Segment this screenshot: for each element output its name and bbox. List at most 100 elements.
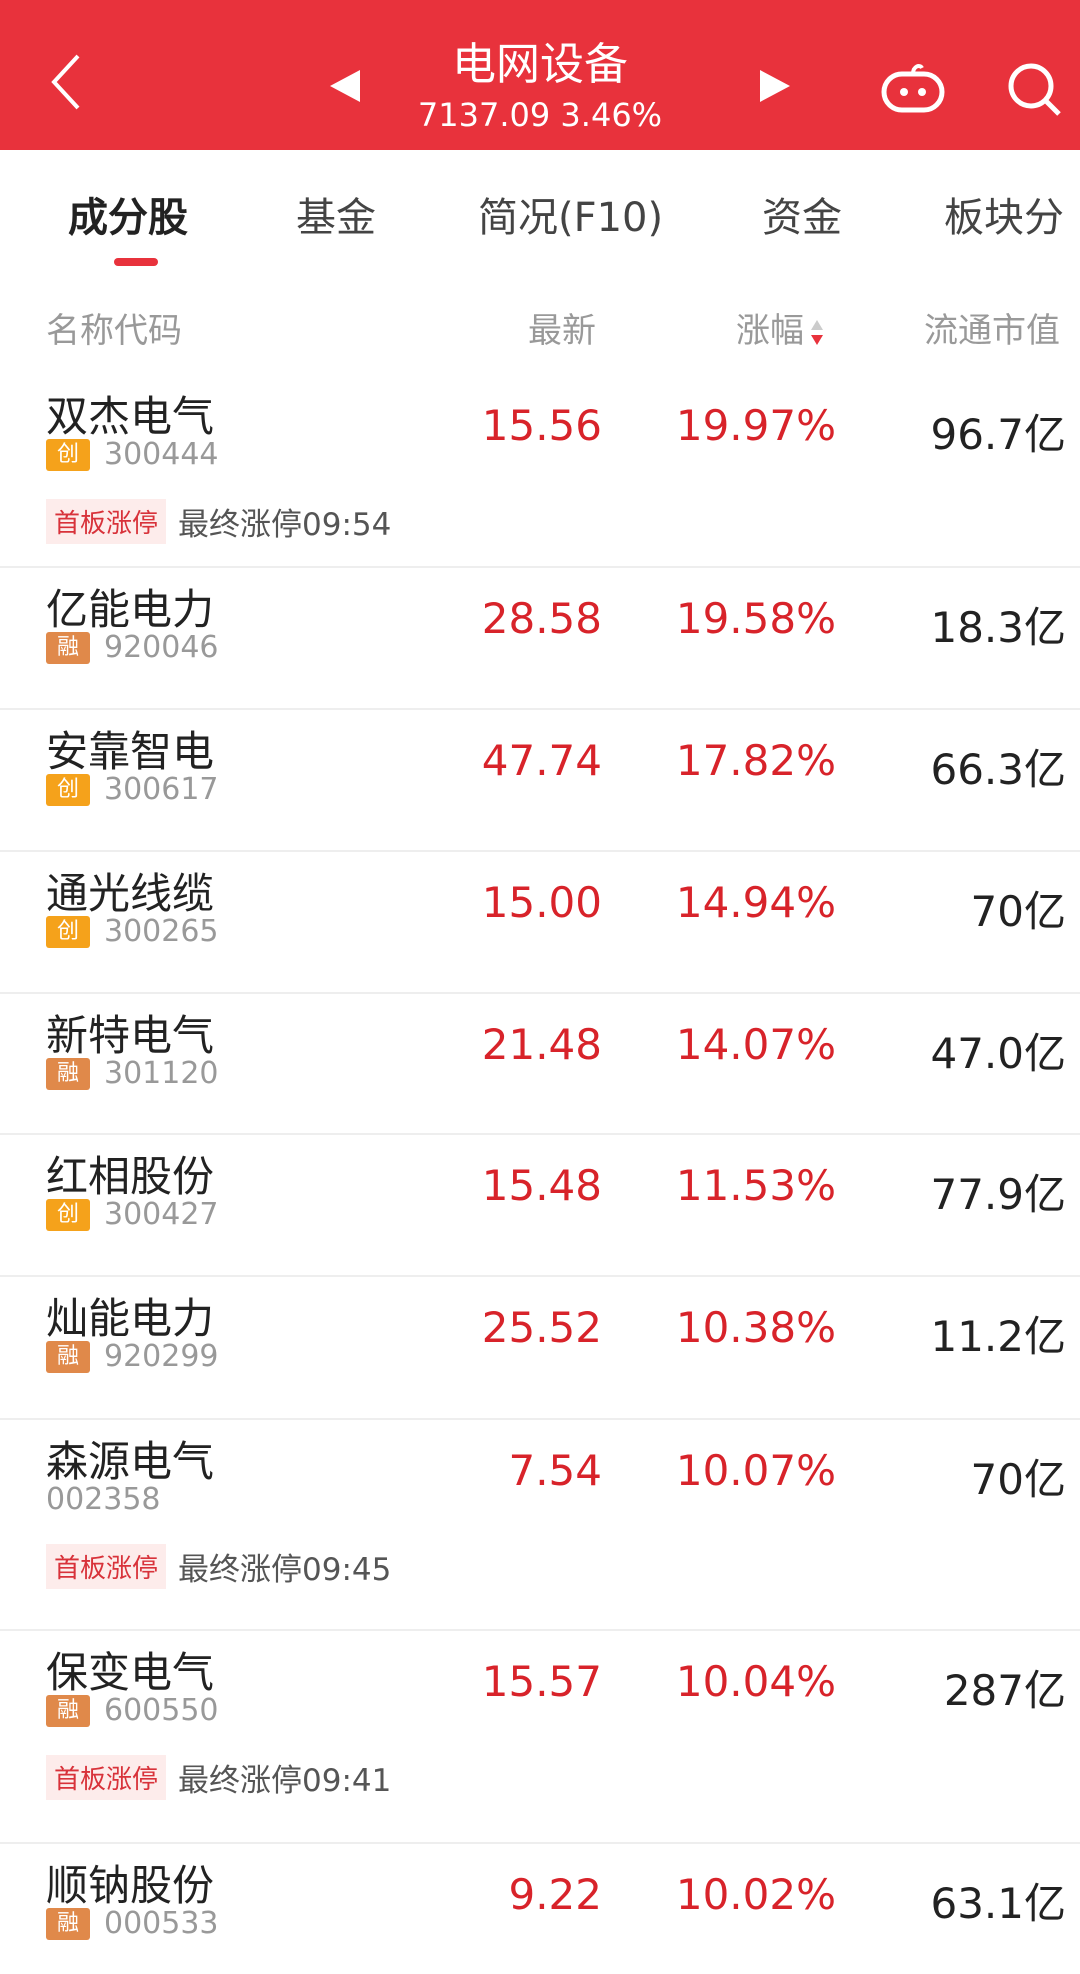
sort-desc-icon (811, 319, 823, 345)
column-name-code[interactable]: 名称代码 (46, 311, 182, 351)
code-text: 300444 (104, 437, 219, 472)
prev-sector-icon[interactable] (330, 70, 360, 102)
code-text: 301120 (104, 1056, 219, 1091)
change-percent: 19.97% (675, 401, 836, 450)
market-badge: 融 (46, 631, 90, 664)
active-tab-indicator (114, 258, 158, 266)
tab-overview-f10[interactable]: 简况(F10) (478, 195, 664, 241)
limit-up-time: 最终涨停09:45 (178, 1552, 392, 1588)
float-market-cap: 18.3亿 (930, 603, 1066, 652)
limit-up-tag: 首板涨停 (46, 1544, 167, 1589)
market-badge: 融 (46, 1907, 90, 1940)
code-text: 920046 (104, 630, 219, 665)
stock-row[interactable]: 双杰电气 创 300444 15.56 19.97% 96.7亿 首板涨停 最终涨停… (0, 375, 1080, 566)
sector-title: 电网设备 (452, 39, 628, 90)
stock-row[interactable]: 红相股份 创 300427 15.48 11.53% 77.9亿 (0, 1133, 1080, 1275)
float-market-cap: 11.2亿 (930, 1312, 1066, 1361)
float-market-cap: 63.1亿 (930, 1879, 1066, 1928)
stock-code: 融 920299 (46, 1339, 219, 1374)
stock-code: 融 000533 (46, 1906, 219, 1941)
latest-price: 47.74 (481, 736, 602, 785)
stock-row[interactable]: 顺钠股份 融 000533 9.22 10.02% 63.1亿 (0, 1842, 1080, 1974)
stock-name: 亿能电力 (46, 585, 215, 634)
stock-code: 创 300427 (46, 1197, 219, 1232)
index-change: 3.46% (560, 96, 663, 134)
market-badge: 融 (46, 1057, 90, 1090)
latest-price: 15.48 (481, 1161, 602, 1210)
change-percent: 11.53% (675, 1161, 836, 1210)
top-bar: 电网设备 7137.09 3.46% (0, 0, 1080, 150)
latest-price: 28.58 (481, 594, 602, 643)
stock-code: 融 600550 (46, 1693, 219, 1728)
stock-code: 创 300265 (46, 914, 219, 949)
search-icon[interactable] (1005, 60, 1065, 120)
stock-name: 顺钠股份 (46, 1861, 215, 1910)
sector-index: 7137.09 3.46% (0, 96, 1080, 134)
stock-code: 融 301120 (46, 1056, 219, 1091)
code-text: 600550 (104, 1693, 219, 1728)
column-latest[interactable]: 最新 (528, 311, 596, 351)
change-percent: 10.04% (675, 1657, 836, 1706)
back-icon[interactable] (48, 52, 84, 112)
stock-name: 森源电气 (46, 1437, 215, 1486)
stock-name: 红相股份 (46, 1152, 215, 1201)
float-market-cap: 77.9亿 (930, 1170, 1066, 1219)
stock-code: 创 300444 (46, 437, 219, 472)
market-badge: 创 (46, 773, 90, 806)
stock-row[interactable]: 保变电气 融 600550 15.57 10.04% 287亿 首板涨停 最终涨停0… (0, 1629, 1080, 1842)
tab-constituents[interactable]: 成分股 (68, 195, 188, 241)
latest-price: 25.52 (481, 1303, 602, 1352)
limit-up-tag: 首板涨停 (46, 499, 167, 544)
limit-up-tag: 首板涨停 (46, 1755, 167, 1800)
tab-funds[interactable]: 基金 (296, 195, 376, 241)
change-percent: 10.02% (675, 1870, 836, 1919)
stock-code: 002358 (46, 1482, 161, 1517)
tab-sector-analysis[interactable]: 板块分 (944, 195, 1064, 241)
latest-price: 15.57 (481, 1657, 602, 1706)
market-badge: 融 (46, 1340, 90, 1373)
code-text: 300427 (104, 1197, 219, 1232)
limit-up-info: 首板涨停 最终涨停09:54 (46, 499, 391, 544)
float-market-cap: 70亿 (970, 887, 1066, 936)
float-market-cap: 287亿 (943, 1666, 1066, 1715)
stock-name: 安靠智电 (46, 727, 215, 776)
stock-row[interactable]: 通光线缆 创 300265 15.00 14.94% 70亿 (0, 850, 1080, 992)
stock-code: 融 920046 (46, 630, 219, 665)
stock-name: 新特电气 (46, 1011, 215, 1060)
change-percent: 17.82% (675, 736, 836, 785)
tab-capital[interactable]: 资金 (762, 195, 842, 241)
code-text: 000533 (104, 1906, 219, 1941)
stock-name: 灿能电力 (46, 1294, 215, 1343)
stock-row[interactable]: 亿能电力 融 920046 28.58 19.58% 18.3亿 (0, 566, 1080, 708)
column-float-cap[interactable]: 流通市值 (924, 311, 1060, 351)
market-badge: 创 (46, 438, 90, 471)
tab-bar: 成分股 基金 简况(F10) 资金 板块分 (0, 185, 1080, 245)
market-badge: 融 (46, 1694, 90, 1727)
market-badge: 创 (46, 915, 90, 948)
latest-price: 9.22 (508, 1870, 602, 1919)
latest-price: 15.00 (481, 878, 602, 927)
change-percent: 10.38% (675, 1303, 836, 1352)
float-market-cap: 96.7亿 (930, 410, 1066, 459)
change-percent: 10.07% (675, 1446, 836, 1495)
stock-row[interactable]: 新特电气 融 301120 21.48 14.07% 47.0亿 (0, 992, 1080, 1133)
latest-price: 7.54 (508, 1446, 602, 1495)
stock-name: 保变电气 (46, 1648, 215, 1697)
change-percent: 14.07% (675, 1020, 836, 1069)
float-market-cap: 70亿 (970, 1455, 1066, 1504)
next-sector-icon[interactable] (760, 70, 790, 102)
float-market-cap: 66.3亿 (930, 745, 1066, 794)
stock-row[interactable]: 森源电气 002358 7.54 10.07% 70亿 首板涨停 最终涨停09:4… (0, 1418, 1080, 1629)
stock-row[interactable]: 灿能电力 融 920299 25.52 10.38% 11.2亿 (0, 1275, 1080, 1418)
column-change-label: 涨幅 (736, 311, 804, 351)
code-text: 300617 (104, 772, 219, 807)
column-change[interactable]: 涨幅 (736, 303, 824, 352)
limit-up-time: 最终涨停09:54 (178, 507, 392, 543)
code-text: 920299 (104, 1339, 219, 1374)
stock-row[interactable]: 安靠智电 创 300617 47.74 17.82% 66.3亿 (0, 708, 1080, 850)
latest-price: 21.48 (481, 1020, 602, 1069)
robot-assistant-icon[interactable] (880, 62, 946, 114)
code-text: 300265 (104, 914, 219, 949)
latest-price: 15.56 (481, 401, 602, 450)
stock-name: 通光线缆 (46, 869, 215, 918)
